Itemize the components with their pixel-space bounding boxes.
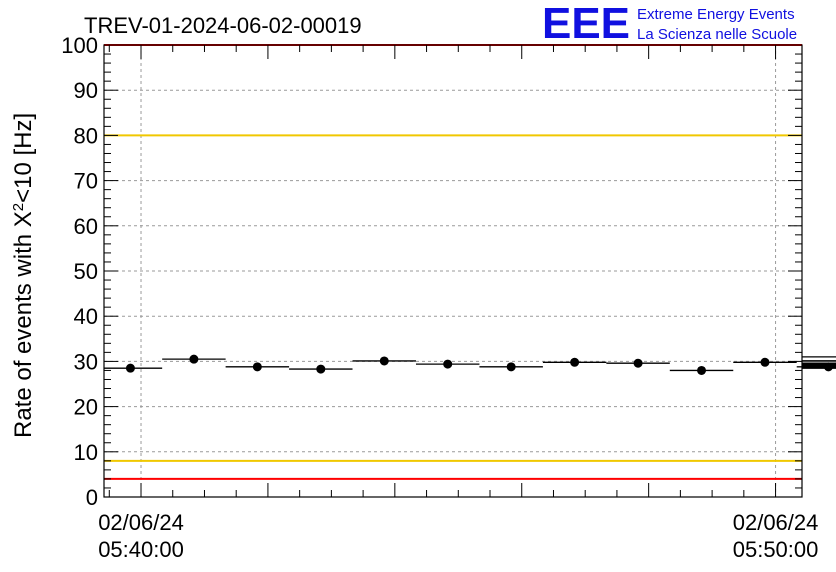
x-tick-label-date: 02/06/24: [733, 510, 819, 535]
data-point: [379, 356, 389, 366]
axis-ticks: [104, 44, 802, 498]
x-tick-label-time: 05:50:00: [733, 537, 819, 562]
y-axis-label-suffix: <10 [Hz]: [10, 113, 37, 203]
x-tick-label-date: 02/06/24: [98, 510, 184, 535]
data-point: [570, 357, 580, 367]
y-tick-label: 20: [74, 395, 98, 420]
data-point: [189, 354, 199, 364]
chart-title: TREV-01-2024-06-02-00019: [84, 13, 362, 38]
y-tick-label: 70: [74, 169, 98, 194]
y-axis-label-superscript: 2: [10, 203, 27, 211]
y-tick-label: 10: [74, 440, 98, 465]
threshold-lines: [104, 44, 802, 480]
y-tick-label: 0: [86, 485, 98, 510]
data-point: [760, 357, 770, 367]
data-point: [506, 362, 516, 372]
data-point: [443, 359, 453, 369]
y-tick-label: 80: [74, 123, 98, 148]
eee-logo: EEE Extreme Energy Events La Scienza nel…: [542, 0, 797, 48]
data-point: [316, 364, 326, 374]
data-point: [633, 358, 643, 368]
y-axis-label-prefix: Rate of events with X: [10, 211, 37, 438]
eee-logo-line2: La Scienza nelle Scuole: [637, 26, 797, 43]
tick-labels: 010203040506070809010002/06/2405:40:0002…: [61, 33, 819, 562]
y-tick-label: 100: [61, 33, 98, 58]
grid-lines: [104, 45, 802, 497]
y-axis-label: Rate of events with X2<10 [Hz]: [10, 113, 38, 438]
data-point: [125, 363, 135, 373]
data-point: [697, 365, 707, 375]
data-points: [104, 354, 836, 375]
data-point: [252, 362, 262, 372]
y-tick-label: 50: [74, 259, 98, 284]
y-tick-label: 30: [74, 349, 98, 374]
eee-logo-line1: Extreme Energy Events: [637, 6, 795, 23]
y-tick-label: 90: [74, 78, 98, 103]
x-tick-label-time: 05:40:00: [98, 537, 184, 562]
y-tick-label: 60: [74, 214, 98, 239]
y-tick-label: 40: [74, 304, 98, 329]
eee-logo-mark: EEE: [542, 0, 630, 48]
